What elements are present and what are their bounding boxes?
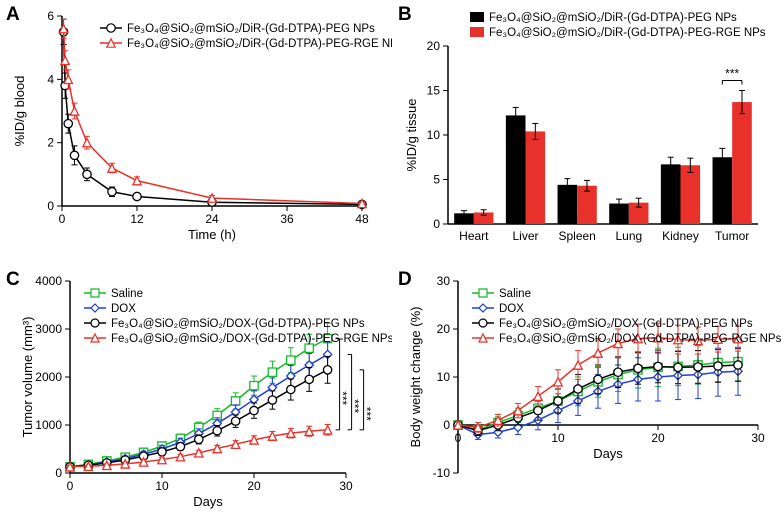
svg-text:Days: Days (193, 494, 223, 509)
chart-c: 0 10 20 30 0 1000 2000 3000 4000 Days Tumor volume… (0, 265, 392, 529)
svg-text:Saline: Saline (111, 288, 143, 300)
svg-text:0: 0 (55, 466, 62, 480)
svg-text:30: 30 (437, 274, 451, 288)
svg-text:Spleen: Spleen (558, 229, 595, 243)
figure-grid: A 0122436480246Time (h)%ID/g bloodFe₃O₄@… (0, 0, 784, 529)
svg-text:10: 10 (155, 479, 169, 493)
svg-text:Days: Days (593, 446, 623, 461)
svg-text:1000: 1000 (35, 418, 62, 432)
svg-text:Tumor volume (mm³): Tumor volume (mm³) (20, 316, 35, 437)
svg-text:10: 10 (437, 370, 451, 384)
svg-text:***: *** (360, 406, 374, 420)
panel-c: C 0 10 20 30 0 1000 2000 3000 4000 Days Tumor volu… (0, 265, 392, 529)
panel-a-label: A (6, 4, 20, 26)
svg-text:Liver: Liver (512, 229, 538, 243)
svg-text:Heart: Heart (459, 229, 489, 243)
svg-text:Fe₃O₄@SiO₂@mSiO₂/DOX-(Gd-DTPA): Fe₃O₄@SiO₂@mSiO₂/DOX-(Gd-DTPA)-PEG NPs (111, 318, 365, 330)
svg-text:48: 48 (355, 212, 369, 226)
svg-text:0: 0 (433, 217, 440, 231)
svg-text:***: *** (725, 67, 739, 81)
svg-text:4000: 4000 (35, 274, 62, 288)
svg-text:Body weight change (%): Body weight change (%) (408, 306, 423, 447)
svg-text:0: 0 (67, 479, 74, 493)
svg-text:20: 20 (427, 39, 441, 53)
panel-a: A 0122436480246Time (h)%ID/g bloodFe₃O₄@… (0, 0, 392, 265)
svg-text:DOX: DOX (111, 303, 136, 315)
svg-text:0: 0 (47, 199, 54, 213)
svg-text:5: 5 (433, 173, 440, 187)
panel-b: B 0 5 10 15 20 %ID/g tissue Heart Liver Spleen Lu… (392, 0, 784, 265)
panel-c-label: C (6, 269, 20, 291)
svg-text:Fe₃O₄@SiO₂@mSiO₂/DOX-(Gd-DTPA): Fe₃O₄@SiO₂@mSiO₂/DOX-(Gd-DTPA)-PEG NPs (499, 318, 753, 330)
svg-text:36: 36 (280, 212, 294, 226)
chart-b: 0 5 10 15 20 %ID/g tissue Heart Liver Spleen Lung… (392, 0, 784, 264)
svg-text:15: 15 (427, 84, 441, 98)
panel-d-label: D (398, 269, 412, 291)
svg-text:Fe₃O₄@SiO₂@mSiO₂/DiR-(Gd-DTPA): Fe₃O₄@SiO₂@mSiO₂/DiR-(Gd-DTPA)-PEG NPs (489, 12, 737, 24)
chart-d: 0 10 20 30 -10 0 10 20 30 Days Body weight change … (392, 265, 784, 529)
svg-text:Fe₃O₄@SiO₂@mSiO₂/DOX-(Gd-DTPA): Fe₃O₄@SiO₂@mSiO₂/DOX-(Gd-DTPA)-PEG-RGE N… (111, 333, 392, 345)
svg-text:6: 6 (47, 9, 54, 23)
svg-text:Kidney: Kidney (662, 229, 699, 243)
svg-text:3000: 3000 (35, 322, 62, 336)
svg-text:0: 0 (455, 431, 462, 445)
svg-text:%ID/g tissue: %ID/g tissue (404, 99, 419, 172)
svg-text:10: 10 (551, 431, 565, 445)
svg-text:24: 24 (205, 212, 219, 226)
svg-text:20: 20 (247, 479, 261, 493)
svg-text:%ID/g blood: %ID/g blood (12, 76, 27, 147)
svg-text:10: 10 (427, 128, 441, 142)
svg-text:20: 20 (651, 431, 665, 445)
svg-text:DOX: DOX (499, 303, 524, 315)
svg-text:Tumor: Tumor (715, 229, 749, 243)
svg-text:0: 0 (59, 212, 66, 226)
svg-text:Saline: Saline (499, 288, 531, 300)
svg-text:12: 12 (130, 212, 144, 226)
svg-text:2000: 2000 (35, 370, 62, 384)
svg-text:20: 20 (437, 322, 451, 336)
svg-text:0: 0 (443, 418, 450, 432)
svg-text:Fe₃O₄@SiO₂@mSiO₂/DiR-(Gd-DTPA): Fe₃O₄@SiO₂@mSiO₂/DiR-(Gd-DTPA)-PEG-RGE N… (127, 38, 392, 50)
svg-text:-10: -10 (433, 466, 451, 480)
svg-text:4: 4 (47, 72, 54, 86)
panel-b-label: B (398, 4, 412, 26)
svg-text:2: 2 (47, 136, 54, 150)
svg-text:Fe₃O₄@SiO₂@mSiO₂/DOX-(Gd-DTPA): Fe₃O₄@SiO₂@mSiO₂/DOX-(Gd-DTPA)-PEG-RGE N… (499, 333, 782, 345)
panel-d: D 0 10 20 30 -10 0 10 20 30 Days Body weight chang… (392, 265, 784, 529)
chart-a: 0122436480246Time (h)%ID/g bloodFe₃O₄@Si… (0, 0, 392, 264)
svg-text:30: 30 (751, 431, 765, 445)
svg-text:30: 30 (339, 479, 353, 493)
svg-text:Fe₃O₄@SiO₂@mSiO₂/DiR-(Gd-DTPA): Fe₃O₄@SiO₂@mSiO₂/DiR-(Gd-DTPA)-PEG-RGE N… (489, 27, 766, 39)
svg-text:Fe₃O₄@SiO₂@mSiO₂/DiR-(Gd-DTPA): Fe₃O₄@SiO₂@mSiO₂/DiR-(Gd-DTPA)-PEG NPs (127, 23, 375, 35)
svg-text:Time (h): Time (h) (188, 227, 236, 242)
svg-text:Lung: Lung (615, 229, 642, 243)
